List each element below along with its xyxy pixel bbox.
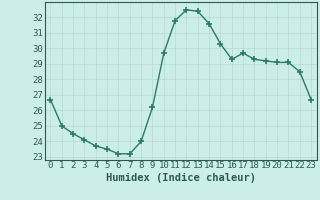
X-axis label: Humidex (Indice chaleur): Humidex (Indice chaleur) xyxy=(106,173,256,183)
